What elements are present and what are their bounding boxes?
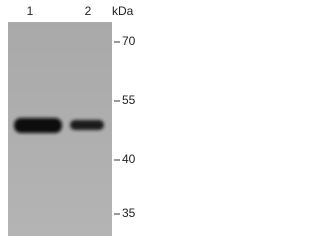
band-lane-2 bbox=[70, 120, 104, 130]
marker-label: 55 bbox=[122, 93, 136, 107]
unit-label: kDa bbox=[112, 4, 134, 18]
marker-label: 35 bbox=[122, 206, 136, 220]
lane-label: 1 bbox=[27, 4, 34, 18]
bands bbox=[14, 118, 104, 133]
band-lane-1 bbox=[14, 118, 62, 133]
lane-label: 2 bbox=[85, 4, 92, 18]
marker-label: 40 bbox=[122, 152, 136, 166]
western-blot-figure: 1 2 kDa 70 55 40 35 bbox=[8, 4, 136, 236]
marker-label: 70 bbox=[122, 34, 136, 48]
